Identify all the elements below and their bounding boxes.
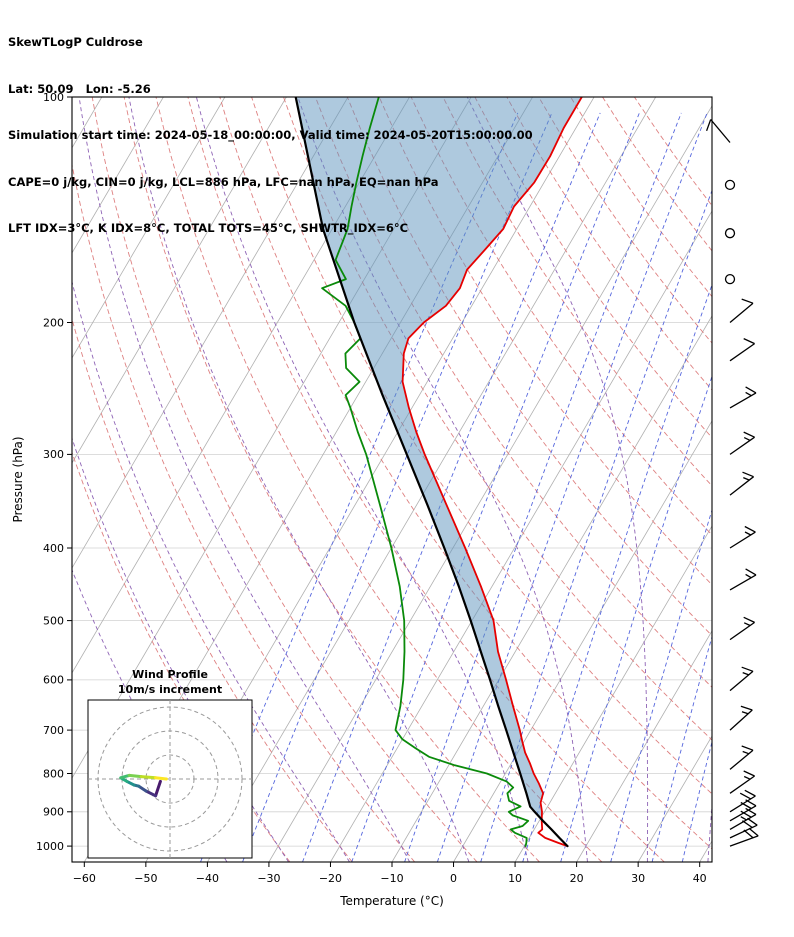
hodograph-inset: Wind Profile 10m/s increment (87, 668, 253, 859)
y-tick-label: 300 (43, 448, 64, 461)
x-tick-label: −10 (380, 872, 403, 885)
chart-indices-line1: CAPE=0 j/kg, CIN=0 j/kg, LCL=886 hPa, LF… (8, 174, 439, 189)
x-tick-label: 20 (570, 872, 584, 885)
y-tick-label: 100 (43, 91, 64, 104)
wind-barb-staff (729, 670, 754, 692)
calm-wind-circle (724, 273, 736, 285)
wind-barb-feather (747, 817, 758, 826)
x-tick-label: −40 (196, 872, 219, 885)
wind-barb-staff (729, 436, 755, 455)
wind-barb-feather (740, 810, 752, 818)
y-tick-label: 900 (43, 806, 64, 819)
wind-barb-staff (729, 775, 755, 794)
wind-barbs (705, 119, 759, 847)
y-tick-label: 700 (43, 724, 64, 737)
hodograph-subtitle: 10m/s increment (118, 683, 222, 696)
wind-barb-feather (705, 119, 712, 132)
x-tick-label: 0 (450, 872, 457, 885)
hodograph-trace-segment (127, 773, 143, 779)
wind-barb-feather (745, 807, 757, 815)
wind-barb-staff (729, 749, 754, 770)
y-tick-label: 200 (43, 316, 64, 329)
hodograph-trace-segment (144, 789, 158, 798)
y-tick-label: 800 (43, 767, 64, 780)
wind-barb-feather (741, 298, 754, 304)
x-tick-label: 10 (508, 872, 522, 885)
wind-barb-staff (729, 531, 756, 549)
wind-barb-staff (729, 795, 756, 813)
wind-barb-staff (729, 813, 757, 830)
y-tick-label: 1000 (36, 840, 64, 853)
x-axis-label: Temperature (°C) (339, 894, 444, 908)
wind-barb-staff (729, 392, 757, 409)
wind-barb-staff (710, 119, 731, 143)
x-tick-label: −30 (257, 872, 280, 885)
hodograph-title: Wind Profile (132, 668, 208, 681)
wind-barb-feather (739, 792, 752, 800)
wind-barb-feather (741, 745, 754, 751)
x-tick-label: −50 (134, 872, 157, 885)
wind-barb-half-feather (743, 775, 751, 780)
wind-barb-feather (743, 616, 755, 623)
x-tick-label: 40 (693, 872, 707, 885)
wind-barb-half-feather (742, 671, 750, 676)
wind-barb-feather (741, 666, 754, 672)
wind-barb-half-feather (743, 477, 750, 481)
x-tick-label: −20 (319, 872, 342, 885)
parcel-curve (294, 97, 569, 848)
y-axis-label: Pressure (hPa) (11, 436, 25, 522)
calm-wind-circle (724, 179, 736, 191)
x-tick-label: 30 (631, 872, 645, 885)
wind-barb-feather (743, 431, 755, 438)
wind-barb-staff (729, 621, 755, 641)
wind-barb-feather (748, 827, 759, 837)
dewpoint-curve (321, 97, 530, 847)
chart-location: Lat: 50.09 Lon: -5.26 (8, 81, 151, 96)
y-tick-label: 600 (43, 674, 64, 687)
wind-barb-feather (743, 770, 755, 777)
wind-barb-feather (745, 386, 757, 394)
y-axis: 100 200 300 400 500 600 700 800 900 1000 Pressure … (11, 91, 72, 853)
wind-barb-half-feather (745, 391, 752, 397)
y-tick-label: 400 (43, 542, 64, 555)
wind-barb-feather (740, 705, 753, 711)
temperature-curve (401, 97, 583, 847)
wind-barb-half-feather (743, 622, 751, 627)
wind-barb-half-feather (745, 573, 752, 579)
wind-barb-feather (743, 338, 755, 345)
hodograph-trace-segment (154, 779, 162, 798)
chart-title: SkewTLogP Culdrose (8, 35, 143, 49)
x-axis: −60 −50 −40 −30 −20 −10 0 10 20 30 40 Temperature (… (73, 862, 707, 908)
x-tick-label: −60 (73, 872, 96, 885)
wind-barb-half-feather (740, 816, 747, 821)
wind-barb-staff (729, 343, 755, 362)
wind-barb-staff (729, 835, 759, 847)
wind-barb-staff (729, 709, 753, 731)
hodograph-trace-segment (154, 776, 168, 781)
wind-barb-staff (729, 302, 754, 323)
wind-barb-feather (744, 525, 756, 533)
cin-shading-area (295, 97, 582, 818)
chart-indices-line2: LFT IDX=3°C, K IDX=8°C, TOTAL TOTS=45°C,… (8, 221, 409, 235)
wind-barb-staff (729, 476, 754, 496)
hodograph-trace-segment (139, 775, 158, 780)
y-tick-label: 500 (43, 614, 64, 627)
wind-barb-staff (729, 574, 757, 591)
chart-times: Simulation start time: 2024-05-18_00:00:… (8, 128, 533, 142)
wind-barb-feather (744, 789, 756, 797)
chart-header: SkewTLogP Culdrose Lat: 50.09 Lon: -5.26… (8, 4, 533, 252)
wind-barb-half-feather (744, 531, 752, 536)
wind-barb-half-feather (741, 711, 749, 715)
wind-barb-staff (729, 805, 757, 822)
wind-barb-half-feather (743, 437, 751, 441)
wind-barb-feather (742, 471, 754, 478)
wind-barb-staff (729, 824, 758, 839)
wind-barb-feather (745, 568, 757, 576)
calm-wind-circle (724, 228, 736, 239)
wind-barb-half-feather (742, 750, 750, 755)
